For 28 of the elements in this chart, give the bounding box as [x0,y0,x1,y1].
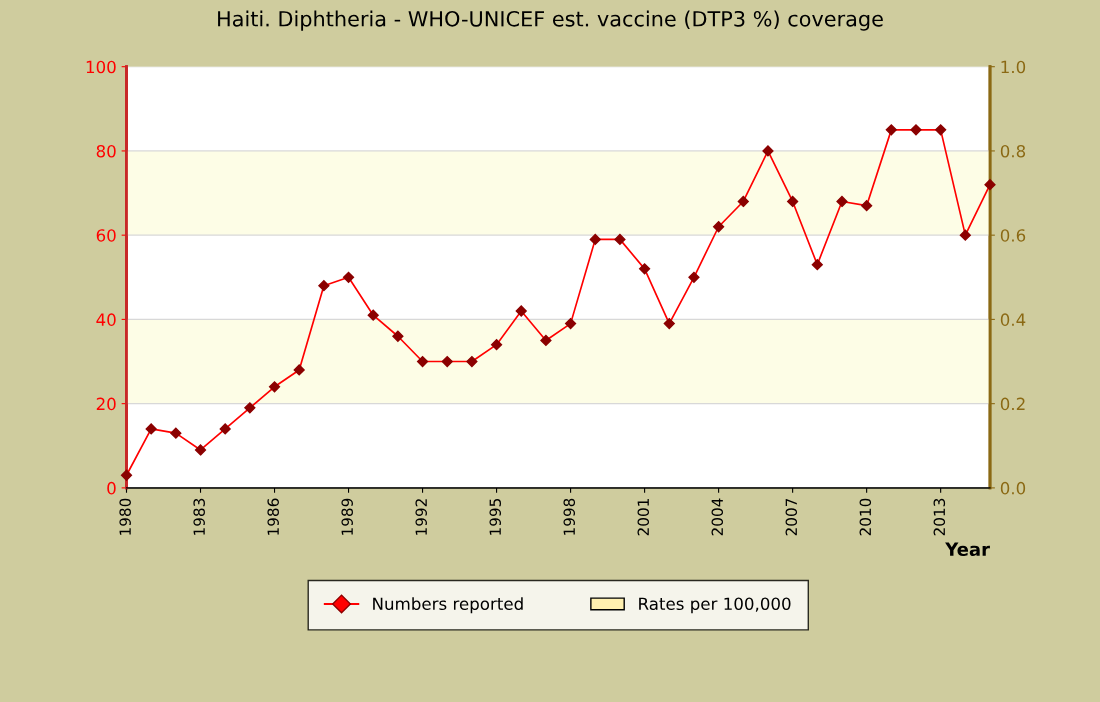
y2-tick-label: 1.0 [1001,60,1026,74]
y-tick-label: 80 [96,144,116,158]
x-tick-label: 2010 [859,498,872,536]
x-tick-label: 2007 [785,498,798,536]
legend-label: Numbers reported [373,597,523,614]
y2-tick-label: 0.4 [1000,313,1026,326]
y-tick-label: 0 [107,481,116,495]
x-tick-label: 2013 [933,498,946,536]
y-tick-label: 40 [96,313,116,326]
y2-tick-label: 0.0 [1000,481,1026,495]
x-tick-label: 1992 [415,499,427,535]
x-tick-label: 1983 [193,498,205,535]
x-tick-label: 1998 [563,498,576,535]
x-tick-label: 1995 [489,498,501,535]
x-tick-label: 2004 [711,498,724,536]
chart-title: Haiti. Diphtheria - WHO-UNICEF est. vaccine (DTP3 %) coverage [218,10,883,31]
x-tick-label: 1980 [119,498,131,535]
legend-label: Rates per 100,000 [639,597,791,614]
x-tick-label: 2001 [637,499,650,536]
y2-tick-label: 0.6 [1000,229,1026,242]
y-tick-label: 20 [96,397,116,411]
y2-tick-label: 0.2 [1000,397,1025,411]
x-tick-label: 1989 [341,498,353,535]
x-tick-label: 1986 [267,498,279,535]
y2-tick-label: 0.8 [1000,144,1026,158]
y-tick-label: 100 [86,60,116,74]
x-axis-title: Year [945,542,990,557]
y-tick-label: 60 [96,229,116,242]
